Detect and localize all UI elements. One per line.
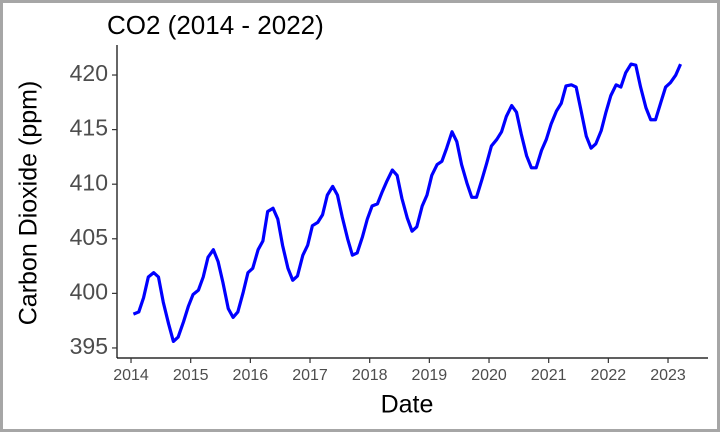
y-tick-label: 410 — [70, 169, 108, 195]
x-tick-label: 2021 — [531, 367, 567, 384]
chart-title: CO2 (2014 - 2022) — [107, 10, 324, 40]
x-tick-label: 2017 — [292, 367, 328, 384]
x-tick-label: 2016 — [233, 367, 269, 384]
x-tick-label: 2018 — [352, 367, 388, 384]
y-tick-label: 415 — [70, 115, 108, 141]
y-tick-label: 395 — [70, 333, 108, 359]
x-tick-label: 2020 — [471, 367, 507, 384]
x-tick-label: 2015 — [173, 367, 209, 384]
data-line — [132, 62, 683, 344]
x-axis-label: Date — [381, 391, 434, 419]
x-tick-label: 2022 — [591, 367, 627, 384]
x-tick-label: 2019 — [412, 367, 448, 384]
y-tick-label: 400 — [70, 278, 108, 304]
y-tick-label: 405 — [70, 224, 108, 250]
x-tick-label: 2023 — [650, 367, 686, 384]
y-axis-label: Carbon Dioxide (ppm) — [15, 81, 43, 326]
y-tick-label: 420 — [70, 60, 108, 86]
x-tick-label: 2014 — [113, 367, 149, 384]
